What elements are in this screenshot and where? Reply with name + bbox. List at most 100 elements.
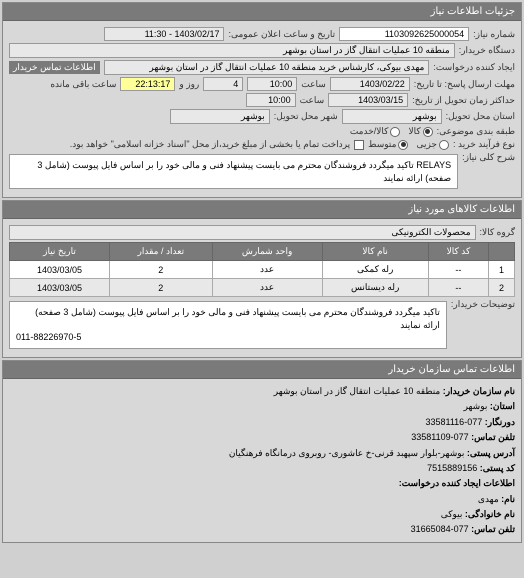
org-tel-line: تلفن تماس: 077-31665084 (9, 522, 515, 536)
org-phone-line: دورنگار: 077-33581116 (9, 415, 515, 429)
org-tel-label: تلفن تماس: (471, 524, 515, 534)
value-delivery-date: 1403/03/15 (328, 93, 408, 107)
label-requester: ایجاد کننده درخواست: (433, 62, 515, 73)
radio-goods[interactable] (423, 127, 433, 137)
value-province: بوشهر (342, 109, 442, 124)
goods-table: کد کالا نام کالا واحد شمارش تعداد / مقدا… (9, 242, 515, 297)
row-class: طبقه بندی موضوعی: کالا کالا/خدمت (9, 126, 515, 137)
th-code: کد کالا (428, 243, 488, 261)
th-date: تاریخ نیاز (10, 243, 110, 261)
org-postal-label: کد پستی: (480, 463, 515, 473)
label-desc: شرح کلی نیاز: (462, 152, 515, 163)
radio-label-goods-service: کالا/خدمت (350, 126, 389, 137)
goods-body: گروه کالا: محصولات الکترونیکی کد کالا نا… (3, 219, 521, 357)
row-delivery: حداکثر زمان تحویل از تاریخ: 1403/03/15 س… (9, 93, 515, 107)
details-header: جزئیات اطلاعات نیاز (3, 3, 521, 21)
label-public-date: تاریخ و ساعت اعلان عمومی: (228, 29, 335, 40)
value-delivery-time: 10:00 (246, 93, 296, 107)
org-lname-label: نام خانوادگی: (465, 509, 515, 519)
goods-header: اطلاعات کالاهای مورد نیاز (3, 201, 521, 219)
radio-label-medium: متوسط (368, 139, 396, 150)
table-cell: 1403/03/05 (10, 279, 110, 297)
value-requester: مهدی بیوکی، کارشناس خرید منطقه 10 عملیات… (104, 60, 430, 75)
org-fax-line: تلفن تماس: 077-33581109 (9, 430, 515, 444)
label-province: استان محل تحویل: (446, 111, 515, 122)
table-cell: 1403/03/05 (10, 261, 110, 279)
label-time-remain: ساعت باقی مانده (50, 79, 116, 90)
row-goods-group: گروه کالا: محصولات الکترونیکی (9, 225, 515, 240)
org-name: منطقه 10 عملیات انتقال گاز در استان بوشه… (274, 386, 441, 396)
row-requester: ایجاد کننده درخواست: مهدی بیوکی، کارشناس… (9, 60, 515, 75)
org-name-label: نام سازمان خریدار: (443, 386, 515, 396)
table-row: 1--رله کمکیعدد21403/03/05 (10, 261, 515, 279)
table-cell: عدد (212, 261, 322, 279)
label-payment-note: پرداخت تمام یا بخشی از مبلغ خرید،از محل … (70, 139, 350, 150)
table-cell: رله کمکی (322, 261, 428, 279)
org-address-line: آدرس پستی: بوشهر-بلوار سپهبد قرنی-خ عاشو… (9, 446, 515, 460)
radio-group-purchase: جزیی متوسط (368, 139, 449, 150)
label-days-remain: روز و (179, 79, 199, 90)
org-creator-label: اطلاعات ایجاد کننده درخواست: (399, 478, 515, 488)
value-public-date: 1403/02/17 - 11:30 (104, 27, 224, 41)
org-lname: بیوکی (441, 509, 463, 519)
table-cell: رله دیستانس (322, 279, 428, 297)
org-body: نام سازمان خریدار: منطقه 10 عملیات انتقا… (3, 379, 521, 542)
value-request-no: 1103092625000054 (339, 27, 469, 41)
value-city: بوشهر (170, 109, 270, 124)
radio-item-goods[interactable]: کالا (408, 126, 432, 137)
row-desc: شرح کلی نیاز: RELAYS تاکید میگردد فروشند… (9, 152, 515, 191)
value-time-remain: 22:13:17 (120, 77, 175, 91)
buyer-notes-text: تاکید میگردد فروشندگان محترم می بایست پی… (35, 307, 440, 330)
checkbox-treasury[interactable] (354, 140, 364, 150)
th-unit: واحد شمارش (212, 243, 322, 261)
org-tel: 077-31665084 (411, 524, 469, 534)
radio-medium[interactable] (398, 140, 408, 150)
th-name: نام کالا (322, 243, 428, 261)
org-postal: 7515889156 (427, 463, 477, 473)
org-province-line: استان: بوشهر (9, 399, 515, 413)
th-qty: تعداد / مقدار (109, 243, 212, 261)
label-buyer-notes: توضیحات خریدار: (451, 299, 515, 310)
table-row: 2--رله دیستانسعدد21403/03/05 (10, 279, 515, 297)
radio-goods-service[interactable] (390, 127, 400, 137)
details-panel: جزئیات اطلاعات نیاز شماره نیاز: 11030926… (2, 2, 522, 198)
org-address-label: آدرس پستی: (467, 448, 515, 458)
radio-group-class: کالا کالا/خدمت (350, 126, 433, 137)
org-creator-line: اطلاعات ایجاد کننده درخواست: (9, 476, 515, 490)
contact-link[interactable]: اطلاعات تماس خریدار (9, 61, 100, 74)
table-cell: 2 (109, 279, 212, 297)
row-request-no: شماره نیاز: 1103092625000054 تاریخ و ساع… (9, 27, 515, 41)
org-fname-line: نام: مهدی (9, 492, 515, 506)
radio-item-minor[interactable]: جزیی (416, 139, 449, 150)
radio-label-goods: کالا (408, 126, 420, 137)
org-header: اطلاعات تماس سازمان خریدار (3, 361, 521, 379)
table-cell: 2 (489, 279, 515, 297)
table-cell: -- (428, 261, 488, 279)
radio-minor[interactable] (439, 140, 449, 150)
radio-label-minor: جزیی (416, 139, 437, 150)
label-delivery-deadline: حداکثر زمان تحویل از تاریخ: (412, 95, 515, 106)
radio-item-medium[interactable]: متوسط (368, 139, 408, 150)
row-buyer-org: دستگاه خریدار: منطقه 10 عملیات انتقال گا… (9, 43, 515, 58)
label-time2: ساعت (300, 95, 325, 106)
buyer-notes-box: تاکید میگردد فروشندگان محترم می بایست پی… (9, 301, 447, 349)
org-address: بوشهر-بلوار سپهبد قرنی-خ عاشوری- روبروی … (229, 448, 465, 458)
value-deadline-time: 10:00 (247, 77, 297, 91)
label-deadline: مهلت ارسال پاسخ: تا تاریخ: (414, 79, 515, 90)
table-cell: 2 (109, 261, 212, 279)
details-body: شماره نیاز: 1103092625000054 تاریخ و ساع… (3, 21, 521, 197)
label-request-no: شماره نیاز: (473, 29, 515, 40)
label-class: طبقه بندی موضوعی: (437, 126, 515, 137)
th-num (489, 243, 515, 261)
org-fname-label: نام: (501, 494, 515, 504)
org-name-line: نام سازمان خریدار: منطقه 10 عملیات انتقا… (9, 384, 515, 398)
table-cell: -- (428, 279, 488, 297)
label-time1: ساعت (301, 79, 326, 90)
value-days-remain: 4 (203, 77, 243, 91)
goods-panel: اطلاعات کالاهای مورد نیاز گروه کالا: محص… (2, 200, 522, 358)
value-deadline-date: 1403/02/22 (330, 77, 410, 91)
table-cell: 1 (489, 261, 515, 279)
label-goods-group: گروه کالا: (480, 227, 515, 238)
radio-item-goods-service[interactable]: کالا/خدمت (350, 126, 401, 137)
org-lname-line: نام خانوادگی: بیوکی (9, 507, 515, 521)
